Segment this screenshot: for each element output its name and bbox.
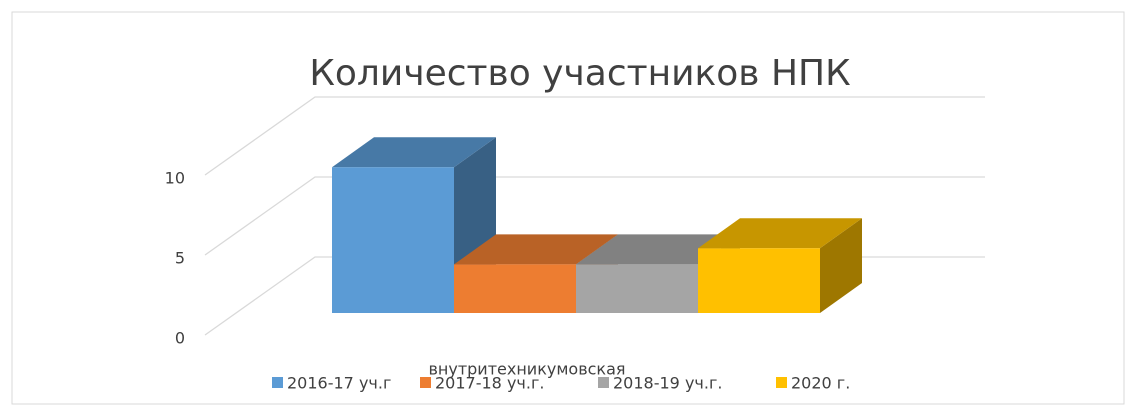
bar-front (454, 264, 576, 313)
legend-swatch (598, 377, 609, 388)
legend-swatch (776, 377, 787, 388)
grid-line (204, 96, 985, 176)
grid-line (204, 176, 985, 256)
bar-top (698, 218, 862, 249)
bar-top (332, 137, 496, 168)
chart-title: Количество участников НПК (309, 53, 850, 94)
legend-label: 2020 г. (791, 374, 850, 393)
x-tick-label: внутритехникумовская (428, 360, 625, 379)
legend-swatch (272, 377, 283, 388)
bar-side (820, 218, 862, 313)
legend-label: 2016-17 уч.г (287, 374, 391, 393)
y-tick-label: 5 (175, 249, 185, 268)
bar-front (576, 264, 698, 313)
bar (698, 218, 862, 313)
bar-front (698, 248, 820, 313)
y-tick-label: 10 (165, 169, 185, 188)
legend-swatch (420, 377, 431, 388)
chart-border (11, 11, 1125, 405)
bar-front (332, 167, 454, 313)
legend-label: 2018-19 уч.г. (613, 374, 722, 393)
bar-top (454, 234, 618, 265)
y-tick-label: 0 (175, 329, 185, 348)
legend-label: 2017-18 уч.г. (435, 374, 544, 393)
